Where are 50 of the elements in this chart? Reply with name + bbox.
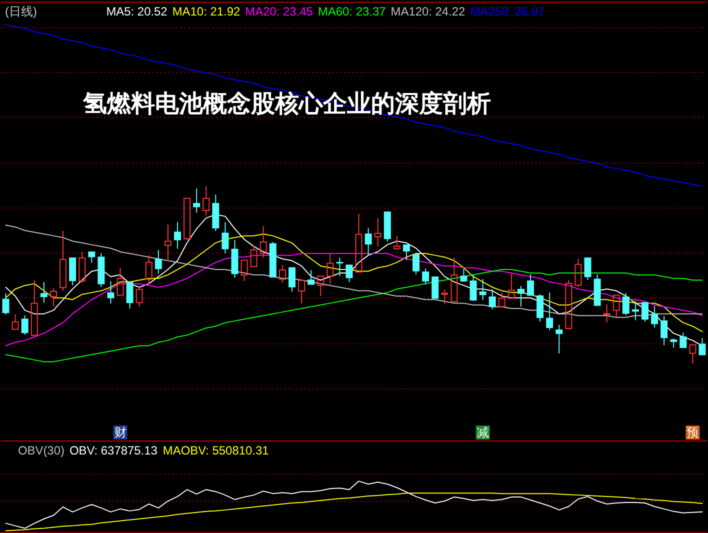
candlestick [240,260,248,282]
candlestick [174,222,181,250]
candlestick [584,257,592,280]
candlestick [154,250,162,274]
candlestick [298,280,306,304]
candlestick [126,282,134,310]
candlestick [612,294,620,320]
text: MA20: 23.45 [245,4,314,19]
candlestick [308,270,315,285]
candlestick [116,268,124,296]
candlestick [317,276,324,296]
candlestick [508,273,515,299]
candlestick [30,280,38,336]
text: MAOBV: 550810.31 [162,443,270,458]
candlestick [202,186,210,216]
text: OBV: 637875.13 [69,443,158,458]
candlestick [164,224,172,260]
candlestick [107,280,114,304]
candlestick [680,332,687,348]
candlestick [632,300,639,321]
candlestick [450,257,458,302]
text: (日线) [4,4,37,19]
candlestick [88,251,96,264]
chart-title: OBV(30) [18,443,64,458]
candlestick [12,314,19,330]
candlestick [479,278,486,301]
candlestick [60,230,67,292]
text: MA5: 20.52 [106,4,168,19]
candlestick [374,218,382,248]
candlestick [336,257,344,277]
text: MA60: 23.37 [318,4,386,19]
x-tick-label: 预 [686,426,699,440]
candlestick [689,344,696,364]
text: MA10: 21.92 [172,4,240,19]
candlestick [698,338,706,356]
candlestick [603,304,610,324]
candlestick [69,257,76,286]
candlestick [594,274,601,306]
candlestick [326,252,334,284]
candlestick [193,188,200,214]
candlestick [402,244,410,261]
candlestick [346,264,353,282]
candlestick [40,281,48,304]
x-tick-label: 减 [476,426,489,440]
candlestick [517,285,524,308]
text: MA250: 26.97 [470,4,545,19]
text: MA120: 24.22 [390,4,466,19]
candlestick [660,315,668,346]
x-tick-label: 财 [114,426,126,440]
candlestick [355,213,362,272]
